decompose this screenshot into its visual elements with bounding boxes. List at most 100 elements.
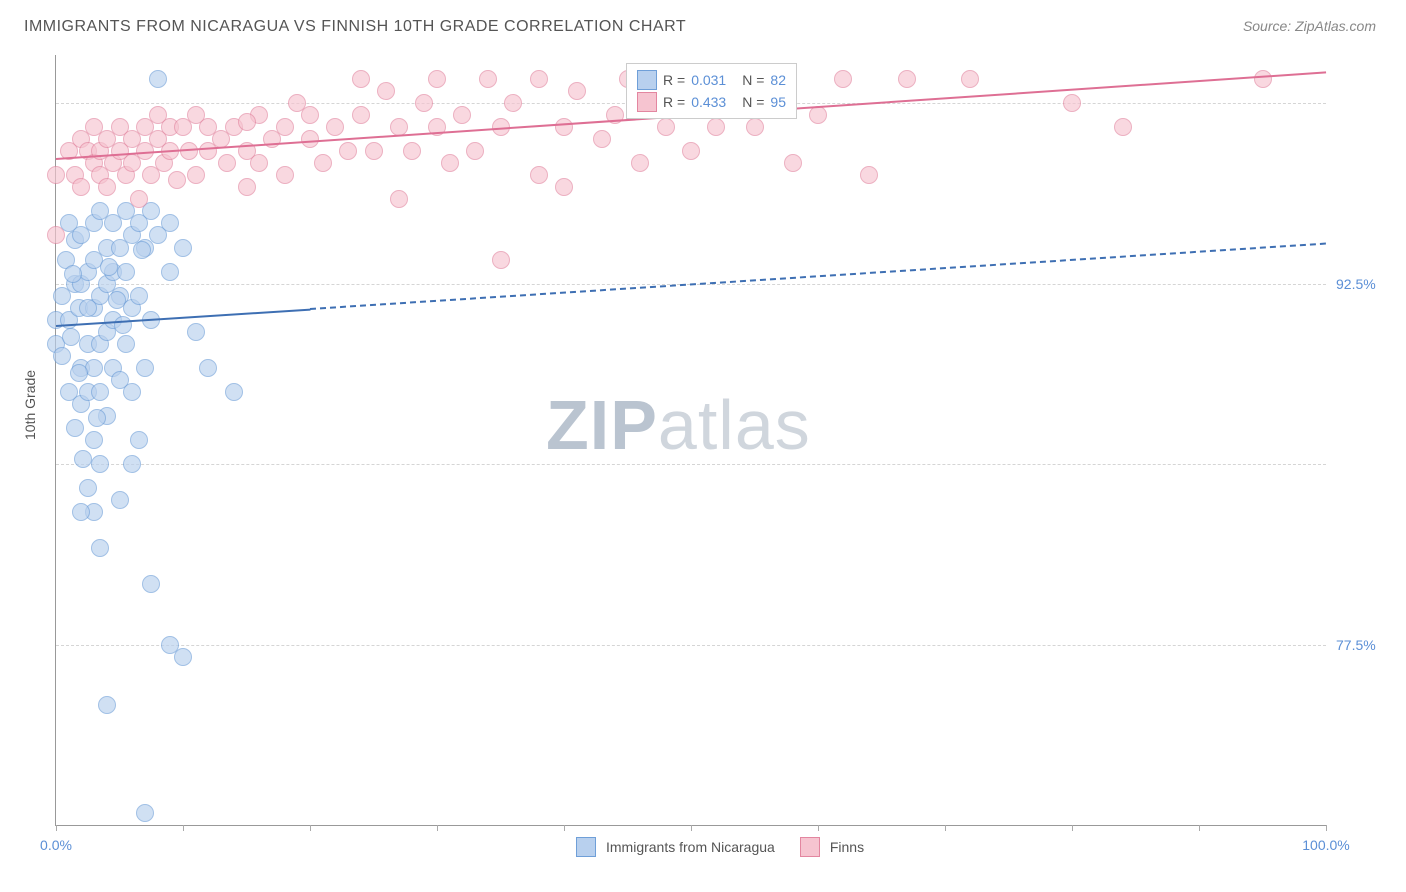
scatter-point-pink [238,178,256,196]
scatter-point-pink [657,118,675,136]
scatter-point-pink [784,154,802,172]
chart-title: IMMIGRANTS FROM NICARAGUA VS FINNISH 10T… [24,18,686,36]
scatter-point-blue [85,359,103,377]
scatter-point-blue [199,359,217,377]
scatter-point-pink [555,118,573,136]
scatter-point-pink [250,154,268,172]
scatter-point-pink [568,82,586,100]
grid-line [56,645,1326,646]
scatter-point-blue [136,804,154,822]
scatter-point-pink [428,70,446,88]
scatter-point-pink [301,106,319,124]
legend-row-pink: R = 0.433N = 95 [637,92,786,112]
scatter-point-pink [453,106,471,124]
x-tick [818,825,819,831]
x-tick [56,825,57,831]
scatter-point-blue [70,364,88,382]
x-tick [691,825,692,831]
scatter-point-pink [72,178,90,196]
scatter-point-pink [1063,94,1081,112]
scatter-point-blue [91,383,109,401]
scatter-point-blue [88,409,106,427]
scatter-point-pink [47,166,65,184]
y-axis-label: 10th Grade [22,370,38,440]
scatter-point-pink [314,154,332,172]
scatter-point-pink [339,142,357,160]
scatter-point-blue [117,263,135,281]
scatter-point-blue [85,431,103,449]
scatter-point-pink [504,94,522,112]
scatter-point-blue [133,241,151,259]
scatter-point-pink [130,190,148,208]
scatter-point-pink [834,70,852,88]
scatter-point-blue [114,316,132,334]
correlation-legend: R = 0.031N = 82R = 0.433N = 95 [626,63,797,119]
watermark: ZIPatlas [546,385,811,465]
scatter-point-pink [276,166,294,184]
scatter-point-pink [377,82,395,100]
legend-label: Immigrants from Nicaragua [606,839,775,855]
scatter-point-pink [365,142,383,160]
scatter-point-blue [53,347,71,365]
x-tick [945,825,946,831]
scatter-point-pink [326,118,344,136]
x-tick [437,825,438,831]
scatter-point-pink [492,251,510,269]
x-tick [564,825,565,831]
scatter-point-pink [1114,118,1132,136]
scatter-point-blue [79,299,97,317]
scatter-point-blue [130,287,148,305]
scatter-point-pink [98,178,116,196]
legend-row-blue: R = 0.031N = 82 [637,70,786,90]
scatter-point-blue [108,291,126,309]
scatter-point-pink [187,166,205,184]
trend-line-blue-dashed [310,243,1326,310]
scatter-point-pink [276,118,294,136]
x-tick [1072,825,1073,831]
scatter-point-blue [64,265,82,283]
scatter-point-pink [631,154,649,172]
y-tick-label: 92.5% [1336,276,1396,292]
series-legend: Immigrants from Nicaragua Finns [576,837,879,857]
x-tick-label: 0.0% [40,837,72,853]
scatter-point-blue [100,258,118,276]
scatter-point-pink [1254,70,1272,88]
scatter-point-blue [123,455,141,473]
chart-plot-area: ZIPatlas 77.5%92.5%0.0%100.0%R = 0.031N … [55,55,1326,826]
scatter-point-blue [161,263,179,281]
scatter-point-blue [149,70,167,88]
scatter-point-pink [809,106,827,124]
x-tick-label: 100.0% [1302,837,1349,853]
scatter-point-pink [218,154,236,172]
legend-label: Finns [830,839,864,855]
scatter-point-pink [961,70,979,88]
scatter-point-blue [174,239,192,257]
scatter-point-blue [187,323,205,341]
x-tick [1199,825,1200,831]
scatter-point-blue [130,431,148,449]
x-tick [1326,825,1327,831]
scatter-point-blue [117,335,135,353]
scatter-point-pink [746,118,764,136]
scatter-point-pink [530,70,548,88]
scatter-point-blue [72,503,90,521]
scatter-point-blue [98,696,116,714]
scatter-point-pink [403,142,421,160]
scatter-point-pink [390,190,408,208]
scatter-point-blue [161,214,179,232]
scatter-point-pink [466,142,484,160]
scatter-point-pink [707,118,725,136]
scatter-point-blue [91,455,109,473]
scatter-point-pink [860,166,878,184]
scatter-point-blue [74,450,92,468]
legend-swatch [576,837,596,857]
legend-swatch [637,70,657,90]
scatter-point-pink [898,70,916,88]
scatter-point-pink [593,130,611,148]
scatter-point-pink [479,70,497,88]
scatter-point-blue [111,491,129,509]
scatter-point-pink [168,171,186,189]
scatter-point-pink [352,70,370,88]
scatter-point-blue [136,359,154,377]
legend-swatch [637,92,657,112]
